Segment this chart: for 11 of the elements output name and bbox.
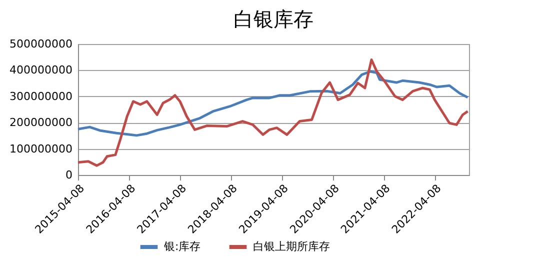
chart-title: 白银库存 xyxy=(234,7,314,31)
legend-label: 银:库存 xyxy=(163,240,201,253)
y-tick-label: 500000000 xyxy=(10,38,72,50)
line-series xyxy=(76,58,469,167)
y-tick-label: 300000000 xyxy=(10,90,72,103)
y-tick-label: 200000000 xyxy=(10,116,72,130)
legend-label: 白银上期所库存 xyxy=(253,240,330,253)
y-tick-label: 0 xyxy=(66,168,72,182)
line-series xyxy=(76,70,469,137)
y-tick-label: 400000000 xyxy=(10,64,72,77)
y-tick-label: 100000000 xyxy=(10,142,72,156)
